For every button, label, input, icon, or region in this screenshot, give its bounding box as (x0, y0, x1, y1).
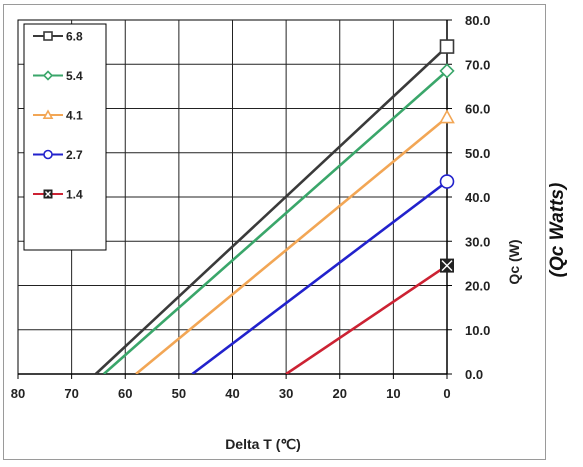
legend-marker (43, 149, 53, 160)
x-tick-label: 50 (172, 386, 186, 401)
x-tick-label: 40 (225, 386, 239, 401)
y-tick-label: 60.0 (465, 102, 490, 117)
x-tick-label: 30 (279, 386, 293, 401)
x-tick-label: 80 (11, 386, 25, 401)
legend-label: 1.4 (66, 188, 83, 202)
legend-label: 5.4 (66, 69, 83, 83)
series-marker (439, 109, 455, 124)
legend-label: 6.8 (66, 30, 83, 44)
y-tick-label: 70.0 (465, 57, 490, 72)
series-marker (439, 174, 455, 189)
y-tick-label: 50.0 (465, 146, 490, 161)
legend-marker (42, 70, 54, 81)
legend-box (23, 23, 107, 251)
legend-marker (42, 109, 54, 119)
y-tick-label: 0.0 (465, 367, 483, 382)
series-marker (439, 63, 455, 79)
x-tick-label: 0 (443, 386, 450, 401)
series-marker (439, 39, 455, 54)
y-tick-label: 40.0 (465, 190, 490, 205)
legend-label: 2.7 (66, 148, 83, 162)
y-tick-label: 20.0 (465, 279, 490, 294)
series-line (191, 180, 447, 374)
legend-marker-cross (45, 191, 51, 197)
side-axis-label: (Qc Watts) (547, 182, 568, 278)
x-tick-label: 10 (386, 386, 400, 401)
x-tick-label: 20 (333, 386, 347, 401)
series-line (102, 69, 447, 374)
x-axis-title: Delta T (℃) (225, 436, 301, 452)
series-line (285, 264, 447, 374)
y-tick-label: 80.0 (465, 13, 490, 28)
y-tick-label: 30.0 (465, 234, 490, 249)
x-tick-label: 60 (118, 386, 132, 401)
x-tick-label: 70 (64, 386, 78, 401)
series-line (94, 45, 447, 374)
y-tick-label: 10.0 (465, 323, 490, 338)
legend-marker (43, 31, 53, 41)
y-axis-title: Qc (W) (506, 239, 522, 284)
series-line (135, 116, 447, 374)
legend-label: 4.1 (66, 109, 83, 123)
series-marker-cross (441, 260, 453, 272)
